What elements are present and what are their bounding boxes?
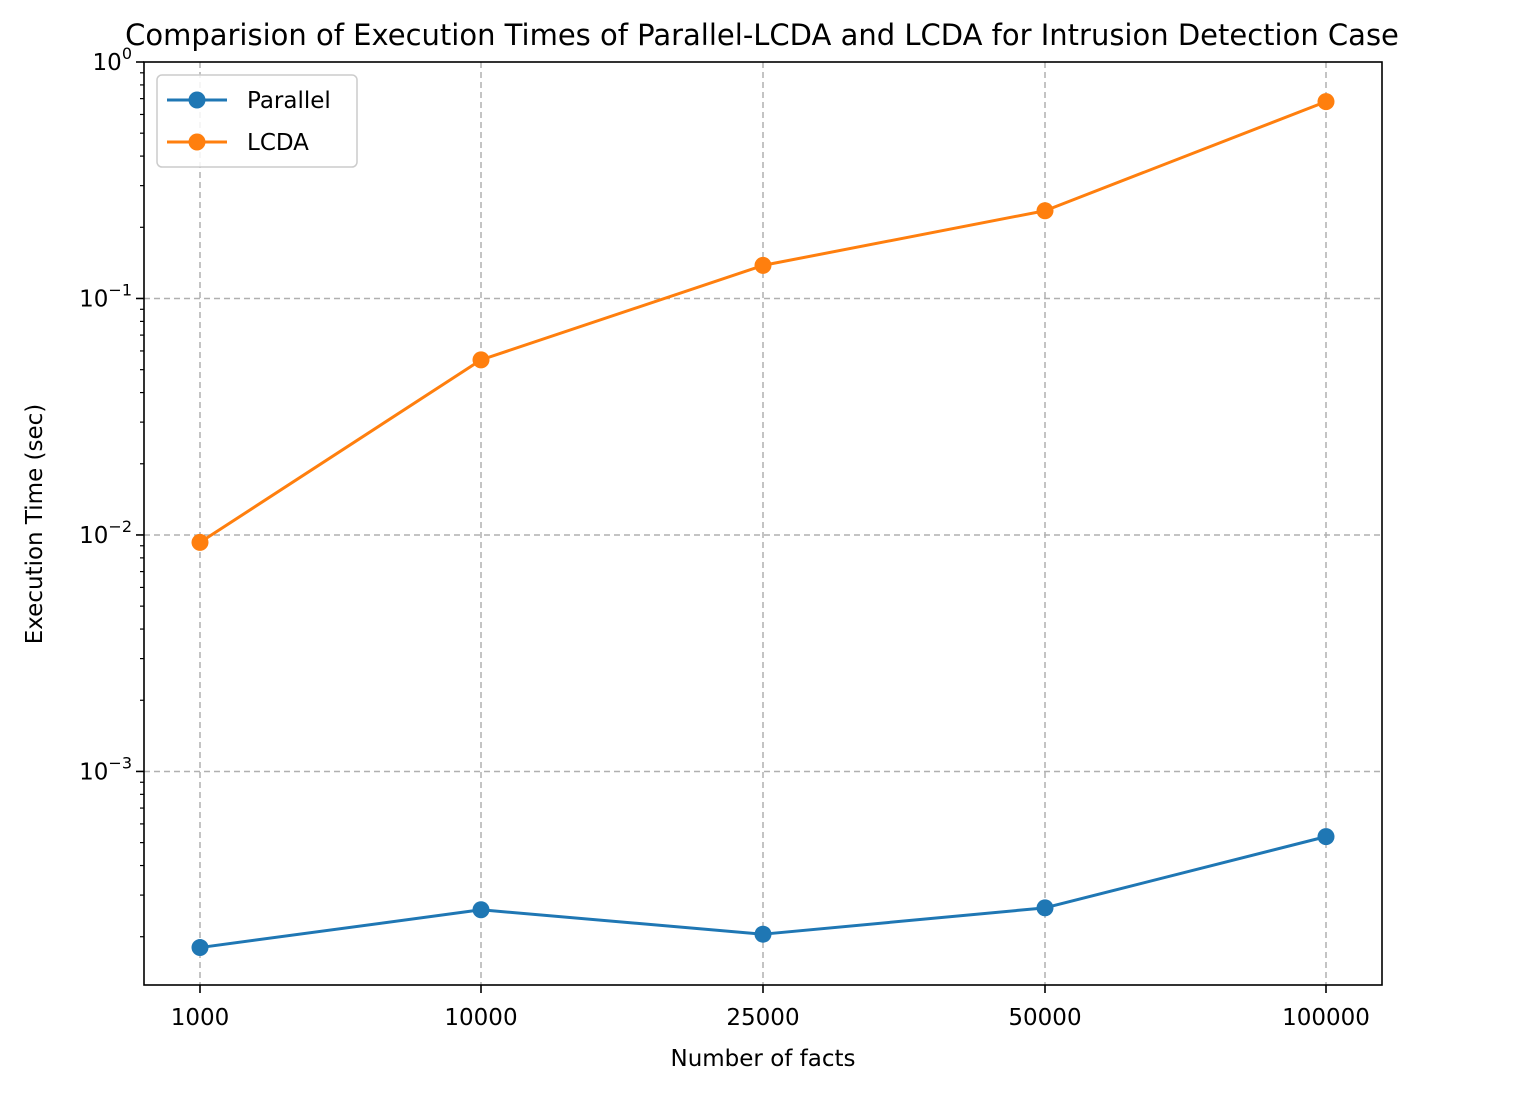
chart-title: Comparision of Execution Times of Parall…: [125, 18, 1399, 52]
data-point-lcda: [1317, 93, 1335, 111]
data-point-lcda: [191, 533, 209, 551]
legend-marker-parallel: [188, 91, 206, 109]
data-point-parallel: [191, 939, 209, 957]
data-point-lcda: [1036, 202, 1054, 220]
data-point-parallel: [754, 925, 772, 943]
x-tick-label: 100000: [1282, 1005, 1370, 1031]
series-layer: [191, 93, 1335, 957]
y-tick-label: 100: [93, 44, 132, 76]
y-tick-label: 10−2: [79, 517, 132, 549]
legend-entries: Parallel LCDA: [167, 88, 331, 156]
data-point-parallel: [472, 901, 490, 919]
legend-box: [156, 74, 358, 168]
legend-label-lcda: LCDA: [247, 130, 309, 156]
data-point-lcda: [472, 351, 490, 369]
x-axis-ticks: 1000 10000 25000 50000 100000: [171, 985, 1370, 1031]
legend: Parallel LCDA: [156, 74, 358, 168]
y-tick-label: 10−1: [79, 280, 132, 312]
legend-marker-lcda: [188, 133, 206, 151]
data-point-parallel: [1036, 899, 1054, 917]
x-tick-label: 50000: [1008, 1005, 1081, 1031]
data-point-lcda: [754, 256, 772, 274]
x-axis-label: Number of facts: [670, 1046, 855, 1072]
y-axis-ticks: 10−3 10−2 10−1 100: [79, 44, 144, 785]
x-tick-label: 1000: [171, 1005, 230, 1031]
grid-lines: [144, 62, 1382, 985]
y-tick-label: 10−3: [79, 753, 132, 785]
x-tick-label: 10000: [444, 1005, 517, 1031]
y-axis-label: Execution Time (sec): [22, 404, 48, 645]
data-point-parallel: [1317, 828, 1335, 846]
legend-label-parallel: Parallel: [247, 88, 331, 114]
x-tick-label: 25000: [726, 1005, 799, 1031]
